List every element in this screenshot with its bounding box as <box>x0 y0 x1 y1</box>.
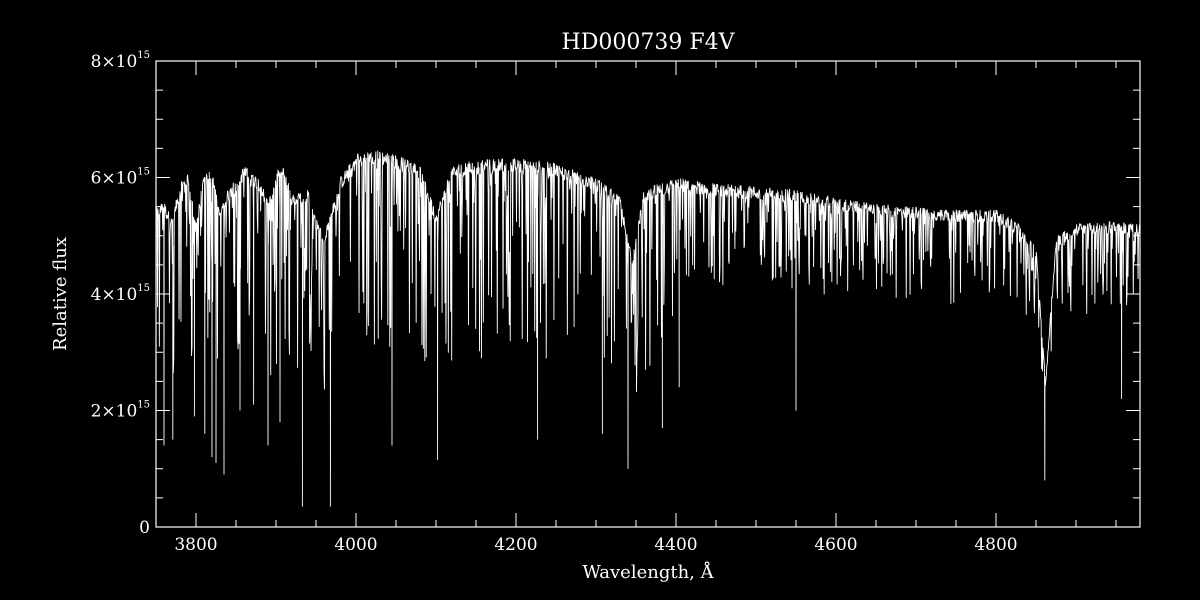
y-tick-label: 2×1015 <box>91 400 150 422</box>
y-tick-label: 6×1015 <box>91 167 150 189</box>
x-axis: 3800 4000 4200 4400 4600 4800 <box>155 61 1117 555</box>
x-tick-label: 4600 <box>814 535 857 555</box>
y-axis: 0 2×1015 4×1015 6×1015 8×1015 <box>91 50 1140 538</box>
y-tick-label: 8×1015 <box>91 50 150 72</box>
x-tick-label: 3800 <box>174 535 217 555</box>
x-tick-label: 4200 <box>494 535 537 555</box>
x-tick-label: 4000 <box>334 535 377 555</box>
spectrum-series <box>155 150 1140 507</box>
chart-title: HD000739 F4V <box>562 30 736 55</box>
x-tick-label: 4800 <box>974 535 1017 555</box>
x-axis-label: Wavelength, Å <box>582 561 714 583</box>
y-axis-label: Relative flux <box>50 237 71 351</box>
x-tick-label: 4400 <box>654 535 697 555</box>
y-tick-label: 0 <box>139 518 150 538</box>
y-tick-label: 4×1015 <box>91 283 150 305</box>
spectrum-line <box>155 150 1140 507</box>
